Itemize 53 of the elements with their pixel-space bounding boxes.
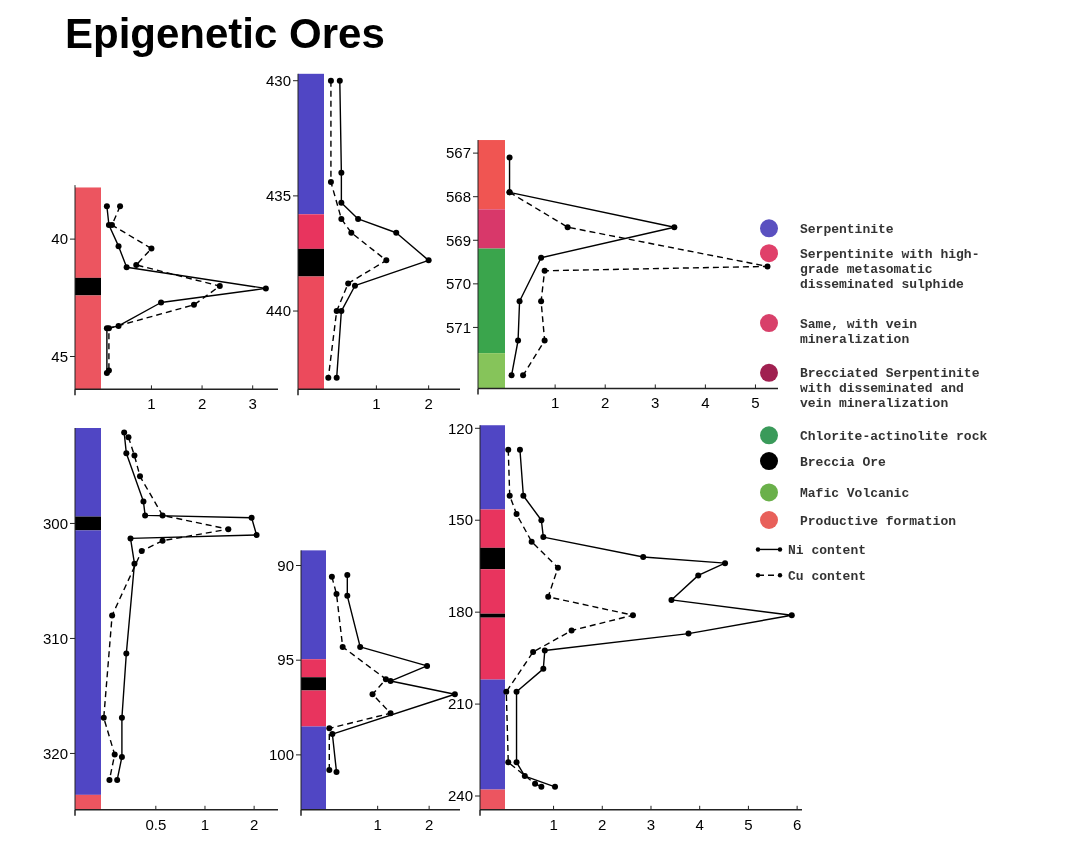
x-tick-label: 1 xyxy=(549,815,558,833)
legend-label: Ni content xyxy=(788,542,867,558)
y-tick-label: 180 xyxy=(447,603,473,621)
y-tick-label: 90 xyxy=(277,556,294,574)
y-tick-label: 45 xyxy=(51,347,68,365)
x-tick-label: 5 xyxy=(744,815,753,833)
x-tick-label: 3 xyxy=(248,395,257,413)
category-label: Same, with vein mineralization xyxy=(800,316,918,347)
y-tick-label: 310 xyxy=(42,629,68,647)
x-tick-label: 6 xyxy=(792,815,802,833)
x-tick-label: 3 xyxy=(651,394,660,412)
y-tick-label: 570 xyxy=(445,275,471,293)
category-label: Brecciated Serpentinite with disseminated and vein mineralization xyxy=(800,366,980,412)
category-label: Productive formation xyxy=(800,513,957,529)
x-tick-label: 4 xyxy=(695,815,704,833)
category-label: Mafic Volcanic xyxy=(800,485,910,501)
x-tick-label: 1 xyxy=(372,395,381,413)
category-label: Serpentinite xyxy=(800,221,894,237)
y-tick-label: 95 xyxy=(277,651,294,669)
legend-label: Cu content xyxy=(788,568,867,584)
x-tick-label: 2 xyxy=(601,394,610,412)
x-tick-label: 3 xyxy=(646,815,656,833)
x-tick-label: 1 xyxy=(200,815,210,833)
y-tick-label: 567 xyxy=(445,144,471,162)
x-tick-label: 0.5 xyxy=(145,815,167,833)
y-tick-label: 100 xyxy=(268,746,294,764)
x-tick-label: 2 xyxy=(424,395,433,413)
category-label: Serpentinite with high- grade metasomatic disseminated sulphide xyxy=(800,246,980,292)
x-tick-label: 2 xyxy=(197,395,207,413)
y-tick-label: 300 xyxy=(42,514,68,532)
x-tick-label: 2 xyxy=(598,815,607,833)
y-tick-label: 568 xyxy=(445,187,471,205)
y-tick-label: 430 xyxy=(265,71,291,89)
y-tick-label: 320 xyxy=(42,744,68,762)
y-tick-label: 150 xyxy=(447,511,473,529)
x-tick-label: 1 xyxy=(373,815,382,833)
y-tick-label: 569 xyxy=(445,231,471,249)
x-tick-label: 2 xyxy=(249,815,259,833)
category-label: Breccia Ore xyxy=(800,454,887,470)
y-tick-label: 40 xyxy=(51,230,68,248)
chart-title: Epigenetic Ores xyxy=(65,10,385,57)
x-tick-label: 4 xyxy=(701,394,710,412)
category-label: Chlorite-actinolite rock xyxy=(800,428,988,444)
y-tick-label: 571 xyxy=(445,318,471,336)
x-tick-label: 1 xyxy=(147,395,156,413)
y-tick-label: 210 xyxy=(447,695,473,713)
x-tick-label: 2 xyxy=(424,815,434,833)
y-tick-label: 120 xyxy=(447,419,473,437)
y-tick-label: 440 xyxy=(265,302,291,320)
y-tick-label: 240 xyxy=(447,787,473,805)
x-tick-label: 5 xyxy=(751,394,760,412)
x-tick-label: 1 xyxy=(550,394,560,412)
y-tick-label: 435 xyxy=(265,187,291,205)
